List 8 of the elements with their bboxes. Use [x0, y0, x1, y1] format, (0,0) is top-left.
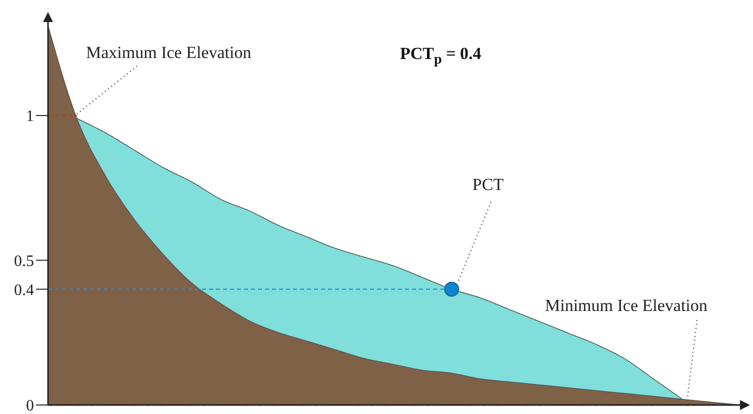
- text: PCT$_{p}$ = 0.4: [400, 44, 482, 68]
- y-tick-label: 0: [26, 398, 34, 414]
- y-tick-label: 0.4: [14, 282, 34, 299]
- y-tick-label: 1: [26, 108, 34, 126]
- y-tick-label: 0.5: [14, 252, 34, 270]
- annotation: PCT: [472, 175, 504, 194]
- annotation: Maximum Ice Elevation: [86, 43, 252, 62]
- annotation: Minimum Ice Elevation: [545, 296, 708, 315]
